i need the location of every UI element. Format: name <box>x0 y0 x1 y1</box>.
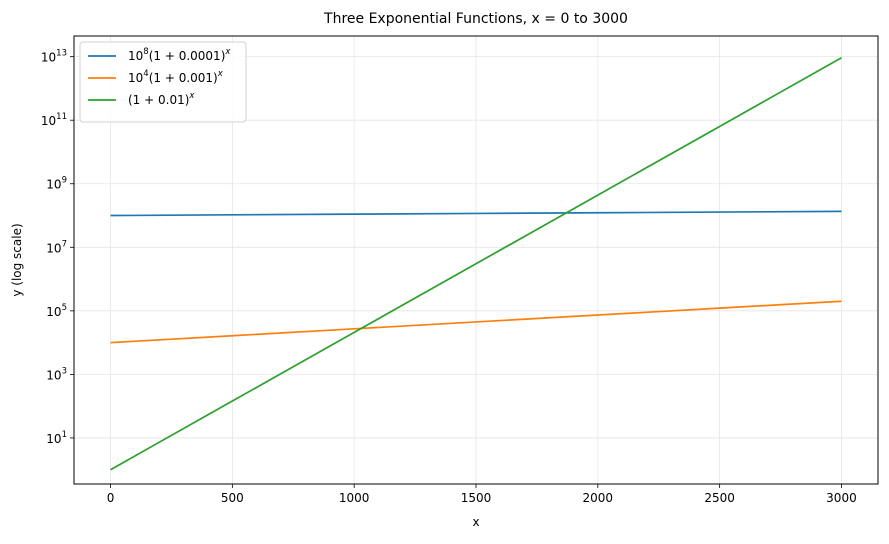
series-layer <box>110 57 842 471</box>
y-tick-label: 1011 <box>41 112 67 128</box>
series-line-2 <box>110 300 842 344</box>
grid-layer <box>74 36 878 484</box>
x-tick-label: 0 <box>107 491 115 505</box>
y-tick-label: 105 <box>46 303 67 319</box>
y-tick-label: 1013 <box>41 49 67 65</box>
y-tick-label: 109 <box>46 176 67 192</box>
y-tick-label: 101 <box>46 430 67 446</box>
x-tick-label: 1000 <box>339 491 370 505</box>
chart-title: Three Exponential Functions, x = 0 to 30… <box>323 11 628 27</box>
x-tick-label: 2000 <box>583 491 614 505</box>
x-tick-label: 2500 <box>704 491 735 505</box>
legend-label-2: 104(1 + 0.001)x <box>128 69 224 85</box>
legend: 108(1 + 0.0001)x 104(1 + 0.001)x (1 + 0.01… <box>79 41 247 123</box>
x-tick-label: 500 <box>221 491 244 505</box>
legend-box <box>79 41 247 123</box>
legend-label-3: (1 + 0.01)x <box>128 91 195 107</box>
series-line-3 <box>110 57 842 471</box>
legend-label-1: 108(1 + 0.0001)x <box>128 47 231 63</box>
x-axis-label: x <box>472 515 479 529</box>
y-axis-label: y (log scale) <box>10 223 24 296</box>
x-tick-label: 1500 <box>461 491 492 505</box>
tick-layer: 0 500 1000 1500 2000 2500 3000 101 103 105 107 109 1… <box>41 49 857 505</box>
y-tick-label: 103 <box>46 366 67 382</box>
series-line-1 <box>110 210 842 217</box>
x-tick-label: 3000 <box>826 491 857 505</box>
y-tick-label: 107 <box>46 239 67 255</box>
